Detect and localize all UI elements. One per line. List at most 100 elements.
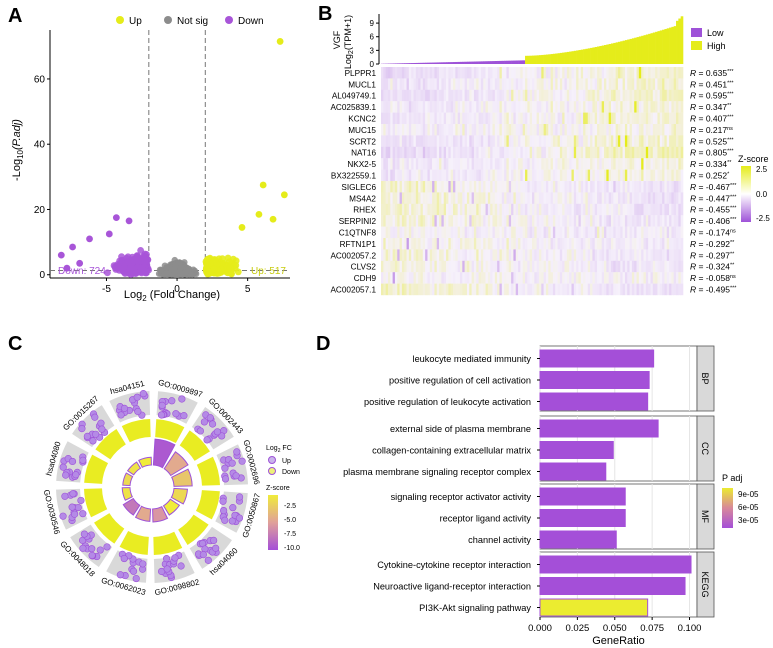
heatmap-cell (525, 135, 528, 147)
heatmap-cell (408, 135, 412, 147)
heatmap-r-label: R = 0.451*** (690, 79, 734, 89)
heatmap-cell (518, 192, 521, 204)
heatmap-cell (564, 192, 568, 204)
heatmap-cell (580, 146, 584, 159)
heatmap-cell (494, 203, 498, 216)
heatmap-cell (508, 203, 512, 216)
heatmap-cell (638, 101, 642, 113)
heatmap-cell (381, 89, 384, 102)
heatmap-cell (664, 192, 668, 204)
heatmap-cell (538, 272, 542, 284)
heatmap-cell (541, 101, 544, 113)
heatmap-cell (490, 249, 493, 261)
go-gene-dot (68, 457, 77, 466)
heatmap-cell (518, 67, 521, 79)
heatmap-cell (571, 238, 575, 250)
heatmap-cell (576, 215, 579, 227)
heatmap-cell (478, 272, 482, 284)
heatmap-cell (641, 78, 644, 90)
heatmap-cell (450, 135, 454, 147)
heatmap-r-label: R = -0.174ns (690, 228, 736, 238)
heatmap-cell (453, 101, 456, 113)
heatmap-cell (499, 124, 503, 136)
heatmap-cell (652, 260, 656, 273)
heatmap-cell (669, 112, 672, 125)
heatmap-cell (587, 238, 591, 250)
heatmap-cell (576, 101, 579, 113)
heatmap-cell (450, 67, 454, 79)
heatmap-cell (506, 67, 510, 79)
heatmap-cell (587, 158, 591, 170)
heatmap-cell (415, 192, 419, 204)
heatmap-cell (615, 283, 619, 296)
heatmap-cell (636, 181, 640, 193)
enrich-bar (539, 487, 626, 506)
heatmap-cell (680, 146, 684, 159)
heatmap-cell (613, 283, 616, 296)
heatmap-r-label: R = 0.252* (690, 171, 730, 181)
heatmap-cell (457, 249, 461, 261)
heatmap-cell (497, 226, 500, 239)
heatmap-cell (499, 112, 503, 125)
heatmap-cell (620, 215, 623, 227)
heatmap-cell (673, 192, 677, 204)
heatmap-cell (624, 146, 628, 159)
heatmap-cell (608, 192, 612, 204)
vgf-group-legend: Low High (691, 28, 726, 51)
heatmap-cell (613, 272, 616, 284)
heatmap-cell (448, 238, 451, 250)
heatmap-cell (557, 124, 561, 136)
heatmap-cell (557, 215, 561, 227)
heatmap-cell (390, 101, 393, 113)
vgf-bar (485, 61, 489, 64)
heatmap-cell (529, 249, 533, 261)
heatmap-cell (408, 146, 412, 159)
heatmap-cell (543, 283, 547, 296)
heatmap-cell (615, 146, 619, 159)
heatmap-cell (501, 112, 505, 125)
heatmap-cell (634, 67, 637, 79)
heatmap-cell (610, 89, 614, 102)
heatmap-cell (527, 203, 530, 216)
heatmap-cell (443, 226, 447, 239)
heatmap-cell (392, 192, 396, 204)
heatmap-cell (476, 135, 479, 147)
heatmap-cell (631, 124, 635, 136)
heatmap-cell (631, 89, 635, 102)
heatmap-cell (638, 135, 642, 147)
heatmap-cell (536, 283, 540, 296)
heatmap-cell (429, 203, 433, 216)
heatmap-cell (513, 169, 517, 182)
heatmap-cell (532, 158, 535, 170)
heatmap-cell (638, 112, 642, 125)
heatmap-cell (487, 238, 491, 250)
heatmap-cell (548, 249, 551, 261)
volcano-point-up (203, 256, 211, 264)
heatmap-cell (610, 158, 614, 170)
heatmap-cell (662, 215, 665, 227)
heatmap-cell (534, 158, 537, 170)
heatmap-cell (636, 238, 640, 250)
heatmap-cell (552, 89, 556, 102)
volcano-point-notsig (172, 262, 179, 269)
heatmap-cell (550, 226, 554, 239)
heatmap-cell (392, 158, 396, 170)
heatmap-cell (617, 158, 621, 170)
heatmap-cell (499, 101, 503, 113)
heatmap-cell (427, 238, 431, 250)
heatmap-cell (534, 249, 537, 261)
heatmap-cell (673, 238, 677, 250)
heatmap-cell (669, 124, 672, 136)
heatmap-cell (494, 238, 498, 250)
heatmap-cell (473, 215, 477, 227)
go-up-band-segment (155, 419, 185, 444)
heatmap-cell (590, 283, 593, 296)
heatmap-cell (638, 203, 642, 216)
heatmap-cell (636, 158, 640, 170)
heatmap-cell (392, 249, 396, 261)
heatmap-cell (666, 67, 670, 79)
heatmap-cell (548, 169, 551, 182)
heatmap-cell (669, 181, 672, 193)
heatmap-cell (601, 181, 605, 193)
heatmap-cell (401, 67, 405, 79)
